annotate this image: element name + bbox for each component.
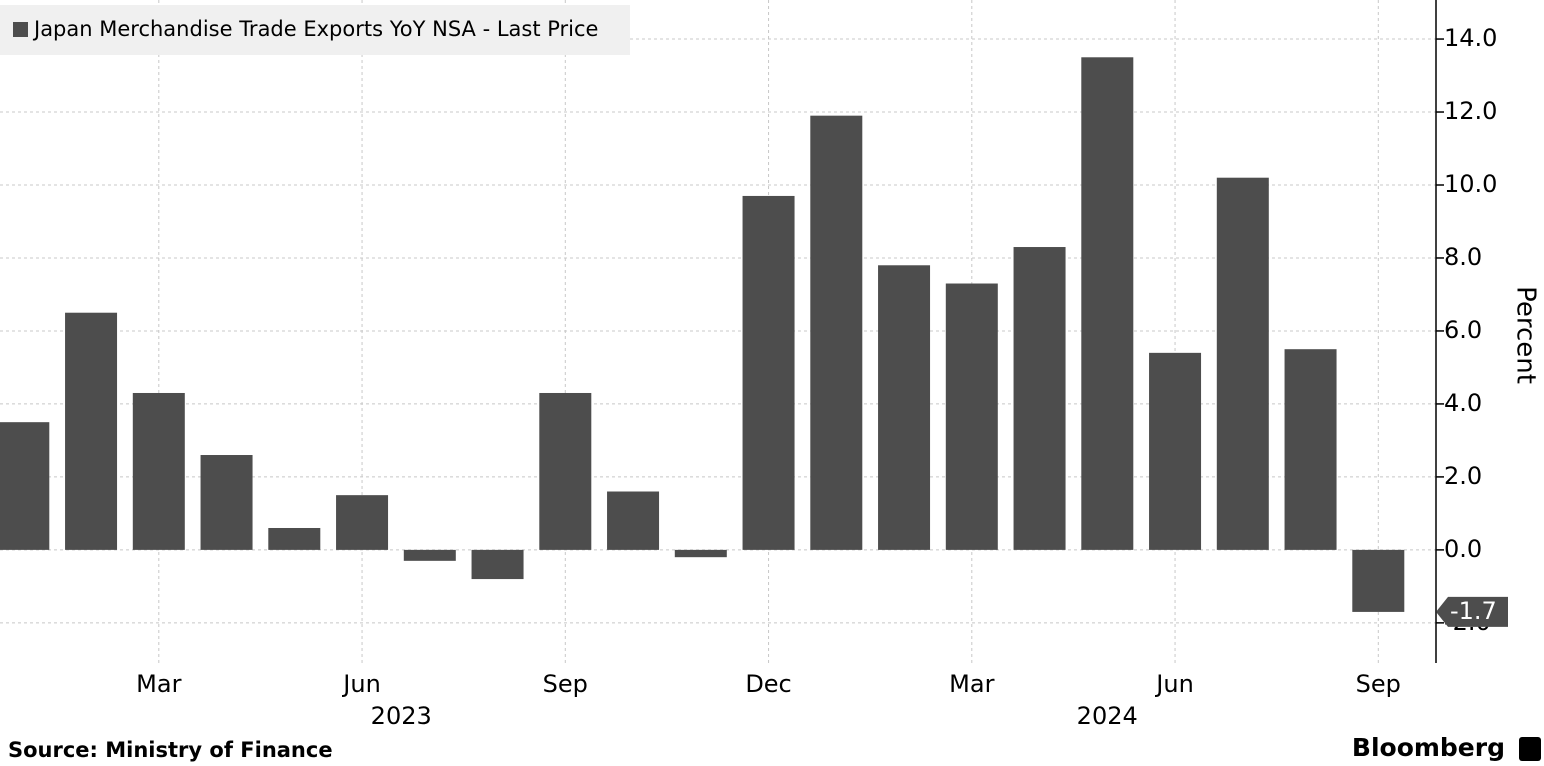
y-tick-label: 4.0 (1444, 389, 1482, 417)
y-tick-label: 12.0 (1444, 97, 1497, 125)
bars (0, 57, 1405, 612)
bar (810, 115, 863, 550)
bar (945, 283, 998, 550)
x-group-label: 2023 (371, 702, 432, 730)
bar (1216, 177, 1269, 550)
brand-logo (1519, 737, 1541, 761)
bar (607, 491, 660, 550)
overlay: -2.00.02.04.06.08.010.012.014.0-1.7 (1436, 24, 1508, 636)
source: Source: Ministry of Finance (8, 738, 333, 762)
bar (336, 495, 389, 550)
legend-box (0, 5, 630, 55)
x-tick-label: Sep (543, 670, 588, 698)
bar (65, 312, 118, 550)
y-tick-label: 6.0 (1444, 316, 1482, 344)
y-tick-label: 2.0 (1444, 462, 1482, 490)
bar (1081, 57, 1134, 550)
bar (132, 392, 185, 550)
bar (539, 392, 592, 550)
last-value-label: -1.7 (1450, 597, 1497, 625)
legend-swatch (13, 22, 28, 37)
y-tick-label: 14.0 (1444, 24, 1497, 52)
y-tick-label: 8.0 (1444, 243, 1482, 271)
last-value-badge (1436, 596, 1508, 627)
bar (268, 527, 321, 550)
y-tick-label: 0.0 (1444, 535, 1482, 563)
legend-label: Japan Merchandise Trade Exports YoY NSA … (32, 17, 598, 41)
bar (403, 549, 456, 561)
x-tick-label: Dec (745, 670, 791, 698)
bar (742, 195, 795, 550)
bar (1013, 247, 1066, 550)
bar (674, 549, 727, 558)
x-tick-label: Sep (1356, 670, 1401, 698)
y-axis-label: Percent (1511, 286, 1541, 384)
bar (1284, 349, 1337, 550)
x-tick-label: Jun (341, 670, 381, 698)
bar (471, 549, 524, 580)
bar (1149, 352, 1202, 550)
x-group-label: 2024 (1077, 702, 1138, 730)
bar (0, 422, 50, 550)
y-tick-label: 10.0 (1444, 170, 1497, 198)
x-tick-label: Jun (1154, 670, 1194, 698)
x-tick-label: Mar (136, 670, 181, 698)
brand: Bloomberg (1352, 733, 1505, 762)
bar (878, 265, 931, 550)
bar (1352, 549, 1405, 612)
bar (200, 455, 253, 550)
x-tick-label: Mar (949, 670, 994, 698)
